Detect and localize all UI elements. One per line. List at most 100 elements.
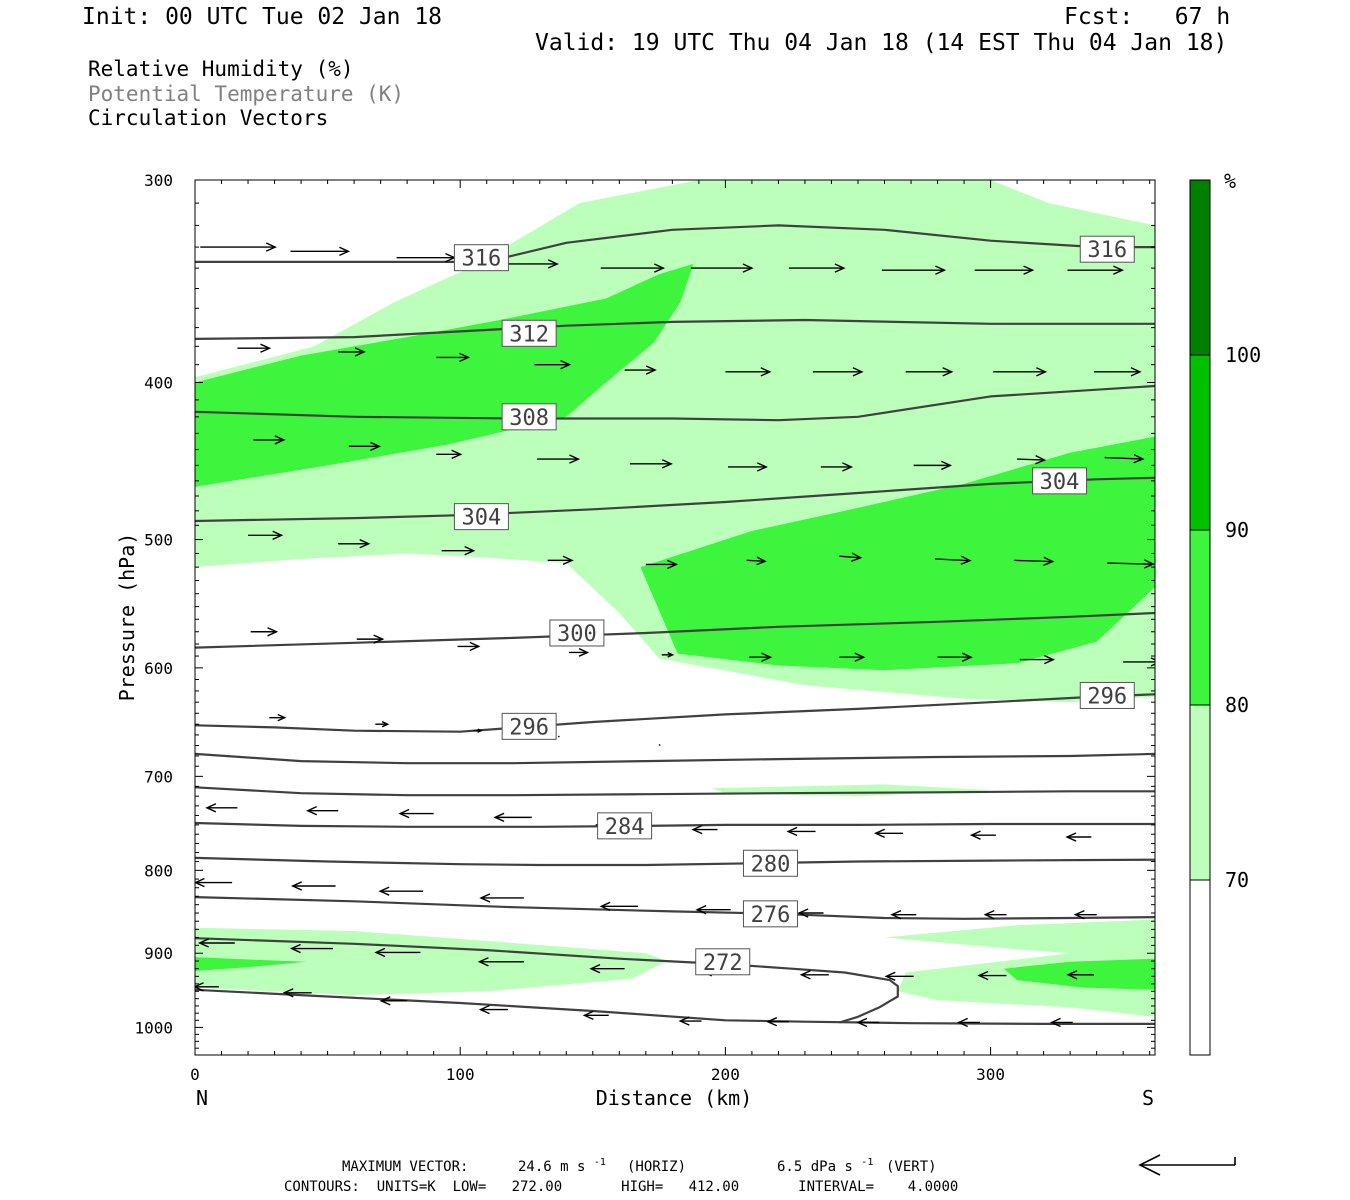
vector-62 bbox=[873, 828, 904, 838]
vector-13 bbox=[534, 359, 572, 370]
vector-7 bbox=[881, 265, 947, 275]
vector-43 bbox=[568, 648, 590, 657]
vector-76 bbox=[289, 943, 333, 954]
rh-shading bbox=[195, 180, 1155, 1017]
max-vector-vert-exp: -1 bbox=[861, 1157, 873, 1168]
vector-48 bbox=[1019, 654, 1056, 665]
theta-contour-316 bbox=[195, 224, 1155, 263]
x-end-label-north: N bbox=[196, 1086, 208, 1110]
vector-24 bbox=[629, 459, 673, 469]
colorbar-frame bbox=[1189, 179, 1211, 1056]
theta-contour-268 bbox=[195, 988, 1155, 1026]
footer-max-vector: MAXIMUM VECTOR: 24.6 m s -1 (HORIZ) 6.5 … bbox=[342, 1153, 937, 1175]
colorbar-swatch-1 bbox=[1190, 705, 1210, 880]
theta-label-box-4 bbox=[453, 503, 509, 531]
colorbar-label-90: 90 bbox=[1225, 518, 1249, 542]
vector-66 bbox=[290, 881, 336, 891]
colorbar-swatch-0 bbox=[1190, 880, 1210, 1055]
vector-70 bbox=[695, 905, 731, 915]
vector-30 bbox=[248, 530, 284, 540]
rh-fill-70-4 bbox=[195, 927, 667, 995]
x-tick-label-300: 300 bbox=[976, 1065, 1005, 1084]
vector-18 bbox=[993, 367, 1048, 377]
vector-2 bbox=[396, 252, 457, 263]
theta-label-300: 300 bbox=[557, 622, 597, 647]
vector-41 bbox=[356, 634, 385, 644]
theta-contour-300 bbox=[195, 611, 1155, 649]
theta-label-304: 304 bbox=[1040, 470, 1080, 495]
vector-60 bbox=[691, 824, 718, 835]
vector-82 bbox=[884, 971, 914, 982]
vector-57 bbox=[398, 808, 434, 819]
vector-49 bbox=[1123, 657, 1155, 667]
field-label-rh: Relative Humidity (%) bbox=[88, 57, 354, 81]
theta-contour-276 bbox=[195, 896, 1155, 920]
vector-93 bbox=[957, 1017, 980, 1028]
theta-label-280: 280 bbox=[751, 852, 791, 877]
theta-label-box-9 bbox=[597, 812, 653, 840]
vector-39 bbox=[1107, 559, 1155, 569]
vector-75 bbox=[197, 938, 235, 948]
vector-5 bbox=[690, 263, 754, 273]
vector-34 bbox=[645, 559, 679, 570]
vector-94 bbox=[1049, 1017, 1073, 1028]
theta-label-312: 312 bbox=[509, 322, 549, 347]
vector-38 bbox=[1014, 556, 1055, 566]
vector-87 bbox=[379, 996, 408, 1006]
vector-55 bbox=[205, 803, 238, 813]
y-tick-label-400: 400 bbox=[144, 373, 173, 392]
theta-label-box-6 bbox=[549, 619, 605, 647]
theta-label-box-11 bbox=[742, 900, 798, 928]
rh-fill-80-1 bbox=[195, 263, 694, 487]
theta-label-296: 296 bbox=[509, 715, 549, 740]
theta-contour-296 bbox=[195, 693, 1155, 733]
vector-79 bbox=[589, 964, 625, 974]
vector-61 bbox=[786, 826, 816, 837]
vector-73 bbox=[983, 909, 1007, 920]
vector-6 bbox=[789, 263, 846, 273]
theta-label-284: 284 bbox=[605, 815, 645, 840]
x-tick-label-100: 100 bbox=[446, 1065, 475, 1084]
max-vector-horiz: 24.6 m s bbox=[518, 1159, 585, 1175]
vector-56 bbox=[305, 806, 339, 816]
max-vector-horiz-unit: (HORIZ) bbox=[627, 1159, 686, 1175]
vector-16 bbox=[812, 367, 864, 377]
max-vector-reference-arrow bbox=[1138, 1154, 1236, 1176]
vector-81 bbox=[799, 970, 829, 980]
y-axis-label: Pressure (hPa) bbox=[115, 533, 139, 702]
vector-46 bbox=[839, 652, 866, 662]
theta-label-box-2 bbox=[501, 319, 557, 347]
vector-47 bbox=[937, 652, 973, 662]
init-time: Init: 00 UTC Tue 02 Jan 18 bbox=[82, 4, 443, 30]
circulation-vectors bbox=[195, 242, 1155, 1028]
theta-contour-312 bbox=[195, 318, 1155, 340]
vector-31 bbox=[338, 539, 371, 549]
vector-78 bbox=[477, 957, 524, 967]
rh-fill-80-2 bbox=[640, 436, 1155, 671]
vector-12 bbox=[436, 352, 471, 363]
vector-54 bbox=[658, 743, 661, 746]
theta-label-272: 272 bbox=[703, 951, 743, 976]
vector-37 bbox=[934, 555, 972, 565]
vector-40 bbox=[250, 627, 279, 637]
footer-contours: CONTOURS: UNITS=K LOW= 272.00 HIGH= 412.… bbox=[284, 1179, 958, 1195]
vector-72 bbox=[890, 909, 917, 920]
vector-84 bbox=[1066, 970, 1095, 980]
theta-label-box-7 bbox=[501, 712, 557, 740]
vector-92 bbox=[856, 1017, 880, 1028]
vector-32 bbox=[441, 546, 476, 556]
vector-42 bbox=[457, 641, 481, 652]
theta-label-box-1 bbox=[1079, 235, 1135, 263]
y-tick-label-700: 700 bbox=[144, 767, 173, 786]
colorbar-label-100: 100 bbox=[1225, 343, 1261, 367]
y-tick-label-800: 800 bbox=[144, 861, 173, 880]
colorbar-label-70: 70 bbox=[1225, 868, 1249, 892]
colorbar-unit: % bbox=[1224, 169, 1236, 193]
theta-contour-280 bbox=[195, 856, 1155, 867]
vector-85 bbox=[195, 982, 219, 992]
x-axis-label: Distance (km) bbox=[596, 1086, 753, 1110]
theta-contour-labels: 316 316 312 308 304 304 300 296 296 284 280 276 272 bbox=[453, 235, 1135, 976]
colorbar-swatch-2 bbox=[1190, 530, 1210, 705]
max-vector-label: MAXIMUM VECTOR: bbox=[342, 1159, 468, 1175]
